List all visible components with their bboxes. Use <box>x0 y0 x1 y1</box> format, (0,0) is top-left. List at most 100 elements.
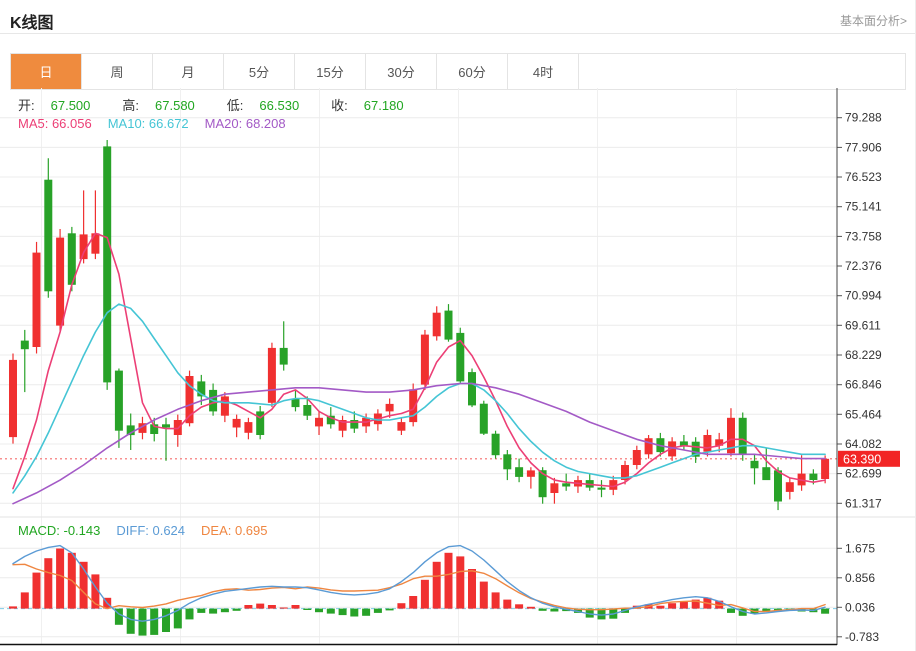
candle-body <box>56 237 65 326</box>
macd-bar <box>185 608 194 620</box>
candle-body <box>9 359 17 438</box>
candle-body <box>750 460 759 469</box>
candle-body <box>444 310 453 340</box>
macd-bar <box>9 606 17 609</box>
svg-text:63.390: 63.390 <box>843 452 881 466</box>
macd-bar <box>668 603 677 609</box>
candle-body <box>762 467 771 481</box>
macd-bar <box>197 608 206 613</box>
ohlc-legend: 开: 67.500 高: 67.580 低: 66.530 收: 67.180 <box>18 95 436 114</box>
candle-body <box>503 454 512 470</box>
candle-body <box>409 389 418 423</box>
macd-bar <box>138 608 147 636</box>
macd-bar <box>762 608 771 612</box>
macd-bar <box>126 608 135 634</box>
macd-bar <box>279 607 288 609</box>
candle-body <box>468 372 476 406</box>
ma5-line <box>12 232 826 490</box>
macd-bar <box>114 608 123 625</box>
candle-body <box>350 420 359 429</box>
y-axis-label: 70.994 <box>845 289 882 303</box>
candle-body <box>774 470 782 502</box>
y-axis-label: 72.376 <box>845 259 882 273</box>
macd-bar <box>209 608 218 614</box>
tab-周[interactable]: 周 <box>82 54 153 89</box>
candle-body <box>809 473 818 480</box>
y-axis-label: -0.783 <box>845 630 879 644</box>
candle-body <box>479 403 488 434</box>
legend-item: 低: 66.530 <box>226 98 300 113</box>
y-axis-label: 66.846 <box>845 378 882 392</box>
y-axis-label: 64.082 <box>845 437 882 451</box>
tab-15分[interactable]: 15分 <box>295 54 366 89</box>
macd-bar <box>526 606 535 609</box>
macd-bar <box>373 608 382 613</box>
tab-月[interactable]: 月 <box>153 54 224 89</box>
tab-30分[interactable]: 30分 <box>366 54 437 89</box>
macd-bar <box>267 605 276 609</box>
macd-bar <box>656 605 665 609</box>
candle-body <box>644 438 653 455</box>
macd-bar <box>91 574 100 609</box>
candle-body <box>679 441 688 446</box>
macd-bar <box>538 608 547 611</box>
macd-bar <box>20 592 29 609</box>
candle-body <box>267 347 276 403</box>
macd-bar <box>350 608 359 617</box>
candle-body <box>67 233 76 285</box>
macd-bar <box>727 608 735 613</box>
candle-body <box>79 234 88 260</box>
macd-bar <box>244 605 253 609</box>
macd-bar <box>56 548 65 609</box>
tab-4时[interactable]: 4时 <box>508 54 579 89</box>
tab-日[interactable]: 日 <box>11 54 82 89</box>
legend-item: MA20: 68.208 <box>204 116 286 131</box>
candle-body <box>197 381 206 397</box>
candle-body <box>32 252 41 347</box>
macd-bar <box>362 608 371 616</box>
candle-body <box>715 439 724 446</box>
candle-body <box>621 465 629 480</box>
candle-body <box>668 441 677 457</box>
fundamental-analysis-link[interactable]: 基本面分析> <box>839 14 907 28</box>
candle-body <box>738 417 747 455</box>
ma-legend: MA5: 66.056 MA10: 66.672 MA20: 68.208 <box>18 116 302 131</box>
candle-body <box>785 482 794 492</box>
candle-body <box>303 405 312 416</box>
macd-bar <box>585 608 594 618</box>
tab-60分[interactable]: 60分 <box>437 54 508 89</box>
tab-5分[interactable]: 5分 <box>224 54 295 89</box>
macd-bar <box>574 608 582 613</box>
candle-body <box>491 433 500 456</box>
candle-body <box>291 398 300 408</box>
candle-body <box>432 312 441 337</box>
macd-bar <box>79 561 88 609</box>
candle-body <box>691 441 700 457</box>
legend-item: 收: 67.180 <box>331 98 404 113</box>
candle-body <box>538 470 547 498</box>
y-axis-label: 1.675 <box>845 541 875 555</box>
macd-bar <box>303 608 312 610</box>
macd-bar <box>173 608 182 629</box>
y-axis-label: 76.523 <box>845 170 882 184</box>
candle-body <box>456 332 465 382</box>
macd-bar <box>679 601 688 609</box>
macd-bar <box>479 581 488 609</box>
candle-body <box>103 146 112 383</box>
macd-bar <box>503 599 512 609</box>
page-title: K线图 <box>10 15 54 32</box>
ma10-line <box>12 303 826 494</box>
candle-body <box>244 422 253 433</box>
candle-body <box>397 422 406 431</box>
macd-bar <box>338 608 347 616</box>
macd-bar <box>821 608 830 614</box>
ma20-line <box>12 382 826 505</box>
candle-body <box>526 470 535 477</box>
candle-body <box>727 417 735 454</box>
candle-body <box>609 480 618 490</box>
macd-bar <box>456 556 465 609</box>
y-axis-label: 65.464 <box>845 407 882 421</box>
candle-body <box>550 483 559 493</box>
